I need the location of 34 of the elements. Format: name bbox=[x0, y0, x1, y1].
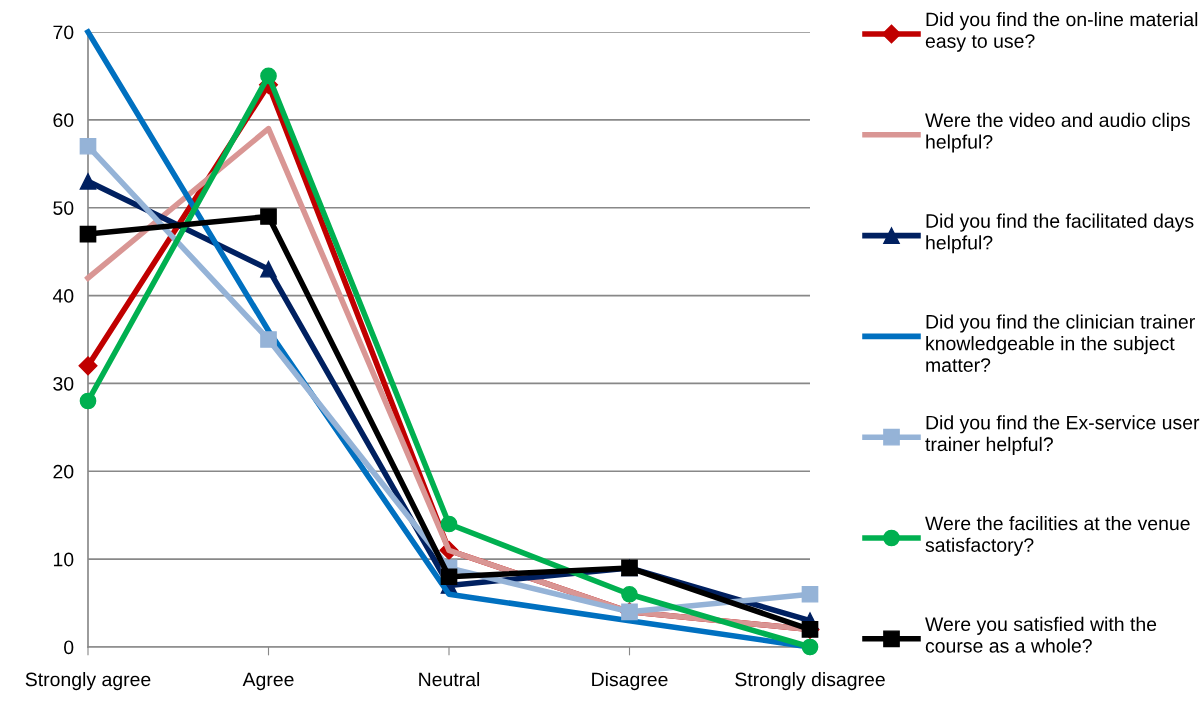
x-tick-label: Strongly disagree bbox=[735, 672, 885, 691]
point bbox=[440, 515, 458, 533]
legend-label: Were the video and audio clips helpful? bbox=[925, 112, 1190, 153]
point bbox=[78, 356, 98, 376]
point bbox=[79, 173, 97, 190]
legend-label: Were you satisfied with the course as a whole? bbox=[925, 616, 1157, 653]
y-tick-label: 0 bbox=[64, 640, 74, 655]
point bbox=[79, 225, 97, 243]
y-tick-label: 40 bbox=[52, 289, 74, 303]
point bbox=[79, 137, 97, 155]
legend-label: Were the facilities at the venue satisfactory? bbox=[925, 516, 1190, 556]
legend-label: Did you find the on-line material easy to use? bbox=[925, 12, 1198, 52]
point bbox=[260, 208, 277, 225]
legend-label: Did you find the Ex-service user trainer helpful? bbox=[925, 415, 1200, 455]
point bbox=[79, 392, 97, 410]
x-tick-label: Agree bbox=[242, 672, 294, 691]
y-tick-label: 20 bbox=[53, 464, 74, 479]
x-tick-label: Strongly agree bbox=[25, 672, 151, 691]
point bbox=[260, 331, 277, 348]
legend-label: Did you find the clinician trainer knowledgeable in the subject matter? bbox=[926, 314, 1195, 372]
y-tick-label: 70 bbox=[53, 25, 74, 40]
y-tick-label: 10 bbox=[53, 552, 74, 567]
point bbox=[801, 638, 819, 656]
point bbox=[440, 568, 458, 586]
y-tick-label: 50 bbox=[53, 201, 74, 215]
point bbox=[260, 67, 277, 85]
point bbox=[260, 260, 277, 278]
x-tick-label: Disagree bbox=[592, 672, 668, 691]
y-tick-label: 30 bbox=[53, 376, 74, 391]
point bbox=[801, 585, 819, 603]
point bbox=[621, 585, 638, 603]
legend-label: Did you find the facilitated days helpful? bbox=[926, 213, 1194, 254]
x-tick-label: Neutral bbox=[419, 672, 480, 687]
y-tick-label: 60 bbox=[53, 113, 74, 128]
